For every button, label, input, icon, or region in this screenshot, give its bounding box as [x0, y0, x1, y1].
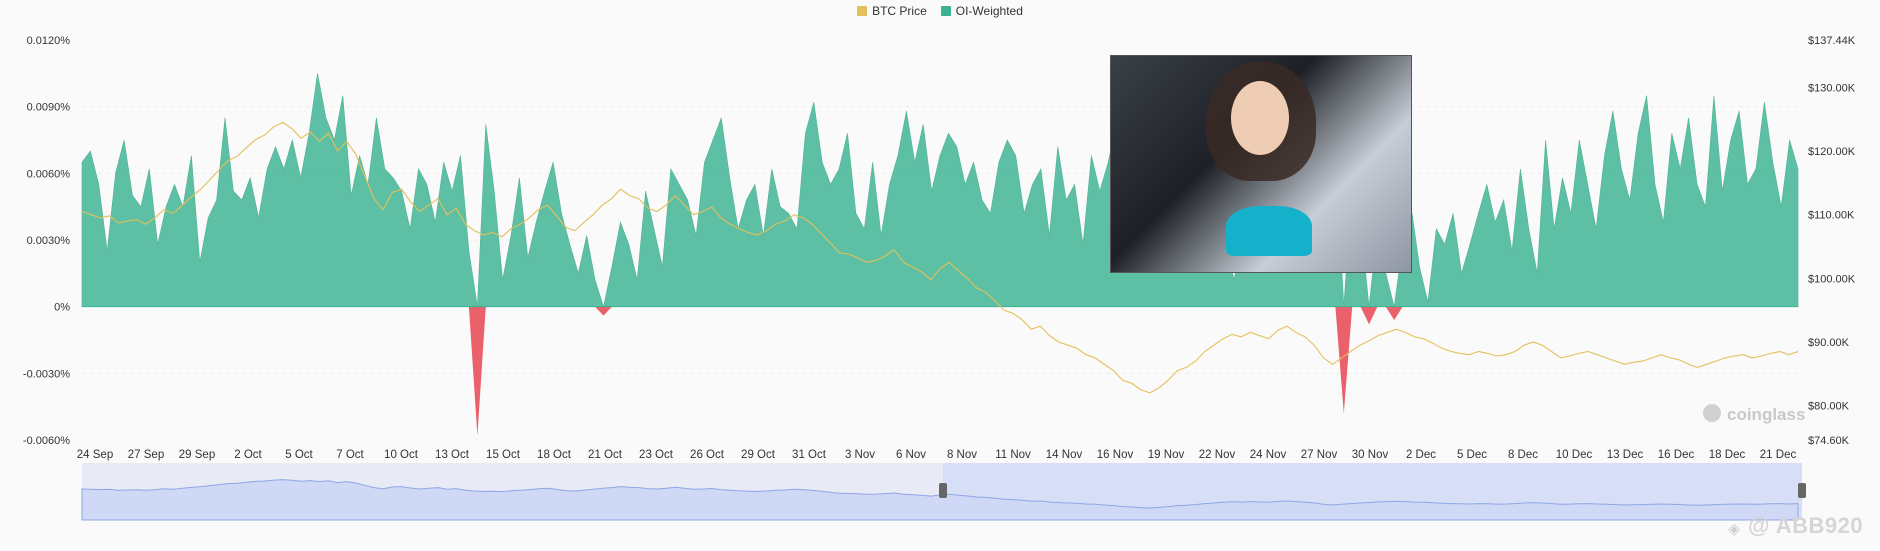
x-tick-label: 13 Dec — [1607, 449, 1644, 461]
x-tick-label: 30 Nov — [1352, 449, 1389, 461]
right-tick-label: $130.00K — [1808, 82, 1856, 94]
coinglass-icon — [1703, 404, 1721, 422]
x-tick-label: 11 Nov — [995, 449, 1031, 461]
x-tick-label: 8 Dec — [1508, 449, 1538, 461]
x-tick-label: 29 Oct — [741, 449, 776, 461]
x-tick-label: 24 Sep — [77, 449, 113, 461]
photo-face — [1231, 81, 1289, 155]
x-tick-label: 5 Oct — [285, 449, 313, 461]
legend-swatch-oi-weighted — [940, 6, 951, 16]
overlay-photo — [1110, 55, 1412, 273]
watermark-icon: ◈ — [1728, 519, 1741, 538]
x-tick-label: 13 Oct — [435, 449, 470, 461]
oi-weighted-positive-area — [81, 73, 1799, 308]
x-tick-label: 7 Oct — [336, 449, 364, 461]
x-tick-label: 2 Dec — [1406, 449, 1436, 461]
x-tick-label: 15 Oct — [486, 449, 521, 461]
navigator-left-handle[interactable] — [939, 483, 947, 498]
x-tick-label: 24 Nov — [1250, 449, 1287, 461]
x-tick-label: 21 Dec — [1760, 449, 1797, 461]
right-tick-label: $90.00K — [1808, 337, 1850, 349]
right-tick-label: $120.00K — [1808, 146, 1856, 158]
x-tick-label: 31 Oct — [792, 449, 827, 461]
x-tick-label: 27 Nov — [1301, 449, 1338, 461]
coinglass-logo: coinglass — [1703, 404, 1805, 424]
navigator-right-handle[interactable] — [1798, 483, 1806, 498]
left-tick-label: 0.0120% — [27, 35, 71, 47]
x-tick-label: 22 Nov — [1199, 449, 1236, 461]
x-tick-label: 14 Nov — [1046, 449, 1083, 461]
x-tick-label: 19 Nov — [1148, 449, 1185, 461]
right-tick-label: $100.00K — [1808, 273, 1856, 285]
x-tick-label: 23 Oct — [639, 449, 674, 461]
x-tick-label: 26 Oct — [690, 449, 725, 461]
x-tick-label: 16 Dec — [1658, 449, 1695, 461]
legend-item-btc-price[interactable]: BTC Price — [857, 4, 927, 18]
left-tick-label: 0% — [54, 302, 70, 314]
photo-top — [1226, 206, 1312, 256]
right-tick-label: $110.00K — [1808, 210, 1855, 222]
x-tick-label: 18 Dec — [1709, 449, 1746, 461]
left-tick-label: 0.0060% — [27, 168, 71, 180]
x-tick-label: 2 Oct — [234, 449, 262, 461]
x-tick-label: 10 Oct — [384, 449, 419, 461]
left-tick-label: 0.0090% — [27, 102, 71, 114]
legend-label-btc-price: BTC Price — [872, 4, 927, 18]
left-tick-label: -0.0030% — [23, 368, 70, 380]
legend: BTC Price OI-Weighted — [0, 4, 1880, 18]
legend-swatch-btc-price — [857, 6, 868, 16]
x-tick-label: 8 Nov — [947, 449, 977, 461]
right-tick-label: $74.60K — [1808, 435, 1850, 447]
watermark-text: @ ABB920 — [1748, 513, 1864, 538]
coinglass-wordmark: coinglass — [1727, 405, 1805, 424]
left-tick-label: -0.0060% — [23, 435, 70, 447]
legend-item-oi-weighted[interactable]: OI-Weighted — [940, 4, 1023, 18]
right-tick-label: $137.44K — [1808, 35, 1856, 47]
x-tick-label: 18 Oct — [537, 449, 572, 461]
x-tick-label: 6 Nov — [896, 449, 926, 461]
x-tick-label: 5 Dec — [1457, 449, 1487, 461]
x-tick-label: 3 Nov — [845, 449, 875, 461]
right-tick-label: $80.00K — [1808, 401, 1850, 413]
x-tick-label: 16 Nov — [1097, 449, 1134, 461]
x-tick-label: 10 Dec — [1556, 449, 1593, 461]
x-tick-label: 21 Oct — [588, 449, 623, 461]
x-tick-label: 27 Sep — [128, 449, 164, 461]
legend-label-oi-weighted: OI-Weighted — [955, 4, 1023, 18]
oi-weighted-negative-area — [82, 306, 1798, 436]
btc-price-line — [81, 121, 1799, 394]
left-tick-label: 0.0030% — [27, 235, 71, 247]
x-tick-label: 29 Sep — [179, 449, 215, 461]
